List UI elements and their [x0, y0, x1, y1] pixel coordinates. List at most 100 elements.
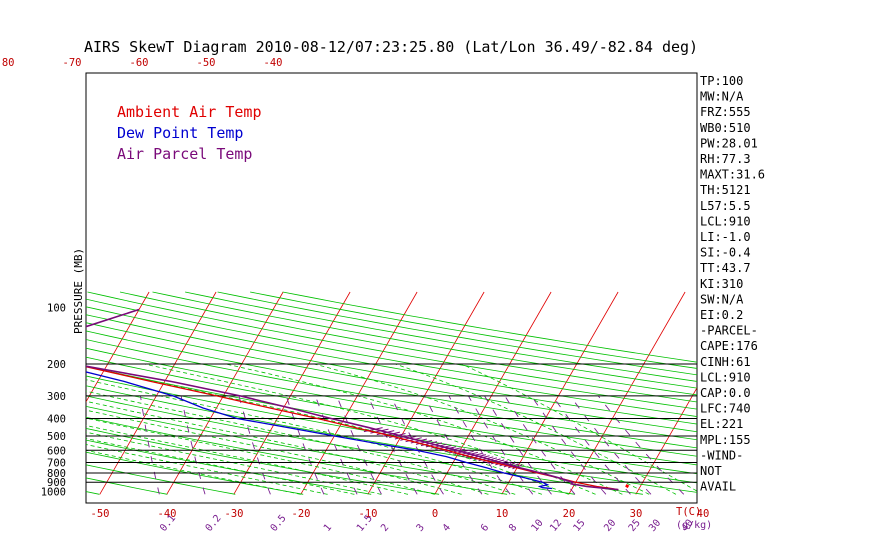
moist-adiabat-line [86, 444, 328, 495]
stat-line: TT:43.7 [700, 261, 751, 275]
stat-line: MW:N/A [700, 90, 744, 104]
mixing-ratio-unit: g/kg [682, 520, 706, 531]
moist-adiabat-line [86, 425, 409, 495]
dry-adiabat-line [282, 291, 697, 363]
pressure-tick-label: 900 [47, 477, 66, 489]
bottom-temp-tick-label: 10 [496, 508, 509, 520]
mixing-ratio-tick-label: 4 [441, 522, 453, 534]
isotherm-line [233, 291, 351, 495]
stat-line: AVAIL [700, 480, 736, 494]
isobar-lines [86, 363, 697, 483]
stat-line: SI:-0.4 [700, 246, 751, 260]
sounding-series [86, 308, 619, 491]
stat-line: LFC:740 [700, 402, 751, 416]
mixing-ratio-tick-label: 12 [548, 518, 564, 534]
pressure-tick-label: 300 [47, 391, 66, 403]
legend-parcel: Air Parcel Temp [117, 145, 252, 163]
dry-adiabat-line [152, 291, 697, 389]
pressure-tick-label: 500 [47, 431, 66, 443]
mixing-ratio-line [423, 395, 483, 495]
legend-ambient: Ambient Air Temp [117, 103, 262, 121]
bottom-temp-tick-label: 20 [563, 508, 576, 520]
stat-line: FRZ:555 [700, 105, 751, 119]
mixing-ratio-tick-label: 0.5 [269, 513, 289, 534]
mixing-ratio-tick-label: 25 [627, 518, 643, 534]
isotherm-line [635, 387, 697, 495]
stat-line: CAP:0.0 [700, 386, 751, 400]
bottom-temperature-tick-labels: -50 -40 -30 -20 -10 0 10 20 30 40 [91, 508, 710, 520]
stat-line: CAPE:176 [700, 339, 758, 353]
moist-adiabat-line [144, 363, 596, 495]
mixing-ratio-line [484, 395, 552, 495]
wind-mark [625, 484, 630, 489]
isotherm-line [501, 291, 619, 495]
dry-adiabat-line [119, 291, 697, 396]
dewpoint-line [86, 371, 553, 490]
dry-adiabat-line [86, 366, 697, 475]
stat-line: EI:0.2 [700, 308, 743, 322]
mixing-ratio-tick-label: 15 [571, 518, 587, 534]
dry-adiabat-line [86, 306, 697, 417]
isotherm-line [568, 291, 686, 495]
plot-frame [85, 72, 698, 504]
top-temp-tick-label: -70 [63, 57, 82, 69]
pressure-tick-label: 400 [47, 414, 66, 426]
stat-line: MAXT:31.6 [700, 168, 765, 182]
y-axis-label: PRESSURE (MB) [72, 248, 85, 334]
moist-adiabat-line [461, 363, 697, 492]
dry-adiabat-line [86, 451, 304, 495]
wind-marks [625, 484, 630, 489]
bottom-temp-tick-label: -30 [225, 508, 244, 520]
moist-adiabat-line [86, 379, 543, 495]
bottom-temp-tick-label: -50 [91, 508, 110, 520]
bottom-temp-tick-label: -20 [292, 508, 311, 520]
isotherm-line [770, 292, 870, 494]
legend: Ambient Air Temp Dew Point Temp Air Parc… [117, 103, 262, 163]
moist-adiabat-line [86, 417, 435, 495]
mixing-ratio-tick-label: 20 [602, 518, 618, 534]
isotherm-line [99, 291, 217, 495]
dry-adiabat-line [86, 395, 643, 495]
dry-adiabat-line [217, 291, 697, 376]
moist-adiabat-line [86, 400, 489, 495]
pressure-tick-label: 1000 [41, 487, 66, 499]
mixing-ratio-line [336, 395, 382, 495]
moist-adiabat-line [313, 363, 650, 495]
isotherm-line [0, 292, 82, 494]
dry-adiabat-line [86, 298, 697, 410]
stat-line: CINH:61 [700, 355, 751, 369]
stat-line: -WIND- [700, 448, 743, 462]
moist-adiabat-line [86, 390, 516, 495]
mixing-ratio-tick-label: 10 [529, 518, 545, 534]
mixing-ratio-line [390, 395, 444, 495]
pressure-tick-label: 800 [47, 468, 66, 480]
mixing-ratio-line [285, 395, 325, 495]
mixing-ratio-line [448, 395, 511, 495]
isotherm-line [0, 292, 15, 494]
bottom-temp-tick-label: -40 [158, 508, 177, 520]
dry-adiabat-line [86, 356, 697, 466]
mixing-ratio-line [238, 395, 271, 495]
dry-adiabat-line [86, 375, 697, 484]
moist-adiabat-line [86, 409, 462, 495]
mixing-ratio-tick-label: 30 [647, 518, 663, 534]
mixing-ratio-unit-label: (g/kg) [676, 520, 712, 531]
bottom-temp-tick-label: 0 [432, 508, 438, 520]
dry-adiabat-line [86, 405, 576, 495]
mixing-ratio-line [314, 395, 358, 495]
pressure-tick-label: 700 [47, 458, 66, 470]
pressure-tick-label: 600 [47, 445, 66, 457]
bottom-temp-tick-label: 30 [630, 508, 643, 520]
legend-dewpoint: Dew Point Temp [117, 124, 243, 142]
stat-line: LI:-1.0 [700, 230, 751, 244]
top-temp-tick-label: -80 [0, 57, 14, 69]
dry-adiabat-line [86, 330, 697, 441]
stat-line: SW:N/A [700, 292, 744, 306]
dry-adiabat-line [86, 347, 697, 457]
moist-adiabat-line [225, 363, 623, 495]
dry-adiabat-line [86, 439, 372, 495]
dry-adiabat-line [86, 339, 697, 449]
